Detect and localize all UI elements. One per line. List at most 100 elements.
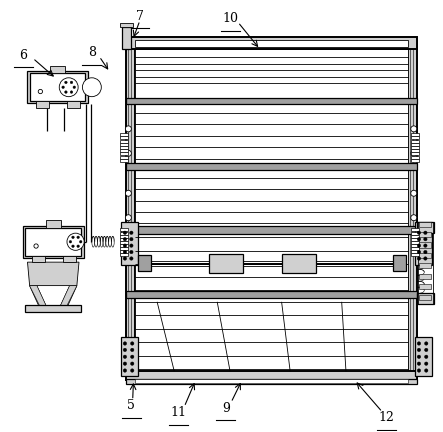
Bar xyxy=(135,379,408,383)
Circle shape xyxy=(411,215,417,221)
Circle shape xyxy=(131,355,134,359)
Circle shape xyxy=(123,348,127,352)
Circle shape xyxy=(34,244,38,248)
Bar xyxy=(411,143,419,146)
Bar xyxy=(120,146,128,149)
Bar xyxy=(138,255,151,271)
Bar xyxy=(67,101,80,108)
Bar xyxy=(120,152,128,156)
Circle shape xyxy=(65,91,67,93)
Bar xyxy=(411,229,419,232)
Bar xyxy=(417,222,434,233)
Circle shape xyxy=(123,355,127,359)
Circle shape xyxy=(82,78,101,97)
Bar xyxy=(419,253,431,258)
Circle shape xyxy=(411,126,417,132)
Circle shape xyxy=(131,369,134,372)
Bar xyxy=(419,222,431,227)
Bar xyxy=(411,235,419,238)
Circle shape xyxy=(72,236,74,238)
Text: 7: 7 xyxy=(136,10,144,23)
Circle shape xyxy=(70,81,73,84)
Bar xyxy=(411,137,419,140)
Circle shape xyxy=(424,355,428,359)
Circle shape xyxy=(79,241,82,243)
Circle shape xyxy=(417,362,421,365)
Circle shape xyxy=(123,250,127,254)
Bar xyxy=(411,244,419,247)
Bar xyxy=(419,295,431,300)
Bar xyxy=(120,222,138,265)
Circle shape xyxy=(38,89,43,94)
Bar xyxy=(126,371,417,380)
Bar xyxy=(126,37,417,49)
Circle shape xyxy=(59,78,78,97)
Circle shape xyxy=(65,81,67,84)
Bar xyxy=(126,98,417,105)
Circle shape xyxy=(411,150,417,156)
Bar xyxy=(135,49,408,100)
Circle shape xyxy=(424,250,427,254)
Bar xyxy=(411,250,419,253)
Circle shape xyxy=(417,355,421,359)
Circle shape xyxy=(123,244,127,248)
Bar xyxy=(135,105,408,165)
Bar xyxy=(408,41,417,380)
Circle shape xyxy=(130,250,133,254)
Bar xyxy=(50,66,65,73)
Circle shape xyxy=(69,241,72,243)
Bar xyxy=(411,159,419,162)
Text: 9: 9 xyxy=(222,402,230,415)
Circle shape xyxy=(73,86,76,89)
Bar xyxy=(32,256,45,262)
Circle shape xyxy=(72,245,74,248)
Circle shape xyxy=(123,369,127,372)
Bar xyxy=(411,140,419,143)
Bar xyxy=(120,238,128,241)
Circle shape xyxy=(130,238,133,241)
Circle shape xyxy=(130,231,133,235)
Circle shape xyxy=(125,126,132,132)
Bar xyxy=(122,27,131,49)
Text: 5: 5 xyxy=(128,399,135,412)
Circle shape xyxy=(424,369,428,372)
Bar xyxy=(126,163,417,170)
Bar xyxy=(411,146,419,149)
Bar xyxy=(120,250,128,253)
Circle shape xyxy=(123,231,127,235)
Circle shape xyxy=(125,150,132,156)
Circle shape xyxy=(424,231,427,235)
Bar xyxy=(120,229,128,232)
Bar xyxy=(120,337,138,376)
Circle shape xyxy=(123,238,127,241)
Bar xyxy=(419,274,431,279)
Polygon shape xyxy=(30,286,47,307)
Circle shape xyxy=(417,342,421,345)
Circle shape xyxy=(123,342,127,345)
Bar xyxy=(27,71,88,103)
Bar xyxy=(411,232,419,235)
Bar xyxy=(30,73,85,101)
Bar xyxy=(282,254,316,273)
Bar xyxy=(135,170,408,230)
Bar xyxy=(209,254,243,273)
Bar xyxy=(411,149,419,152)
Bar xyxy=(411,152,419,156)
Text: 8: 8 xyxy=(88,46,96,59)
Bar xyxy=(411,253,419,256)
Bar xyxy=(120,235,128,238)
Bar xyxy=(135,40,408,48)
Circle shape xyxy=(130,244,133,248)
Circle shape xyxy=(424,257,427,260)
Bar xyxy=(411,133,419,136)
Bar xyxy=(120,244,128,247)
Polygon shape xyxy=(37,286,70,307)
Bar xyxy=(120,232,128,235)
Bar xyxy=(126,41,135,380)
Bar xyxy=(419,284,431,289)
Polygon shape xyxy=(30,286,77,309)
Text: 12: 12 xyxy=(379,411,395,424)
Circle shape xyxy=(424,238,427,241)
Circle shape xyxy=(131,342,134,345)
Circle shape xyxy=(70,91,73,93)
